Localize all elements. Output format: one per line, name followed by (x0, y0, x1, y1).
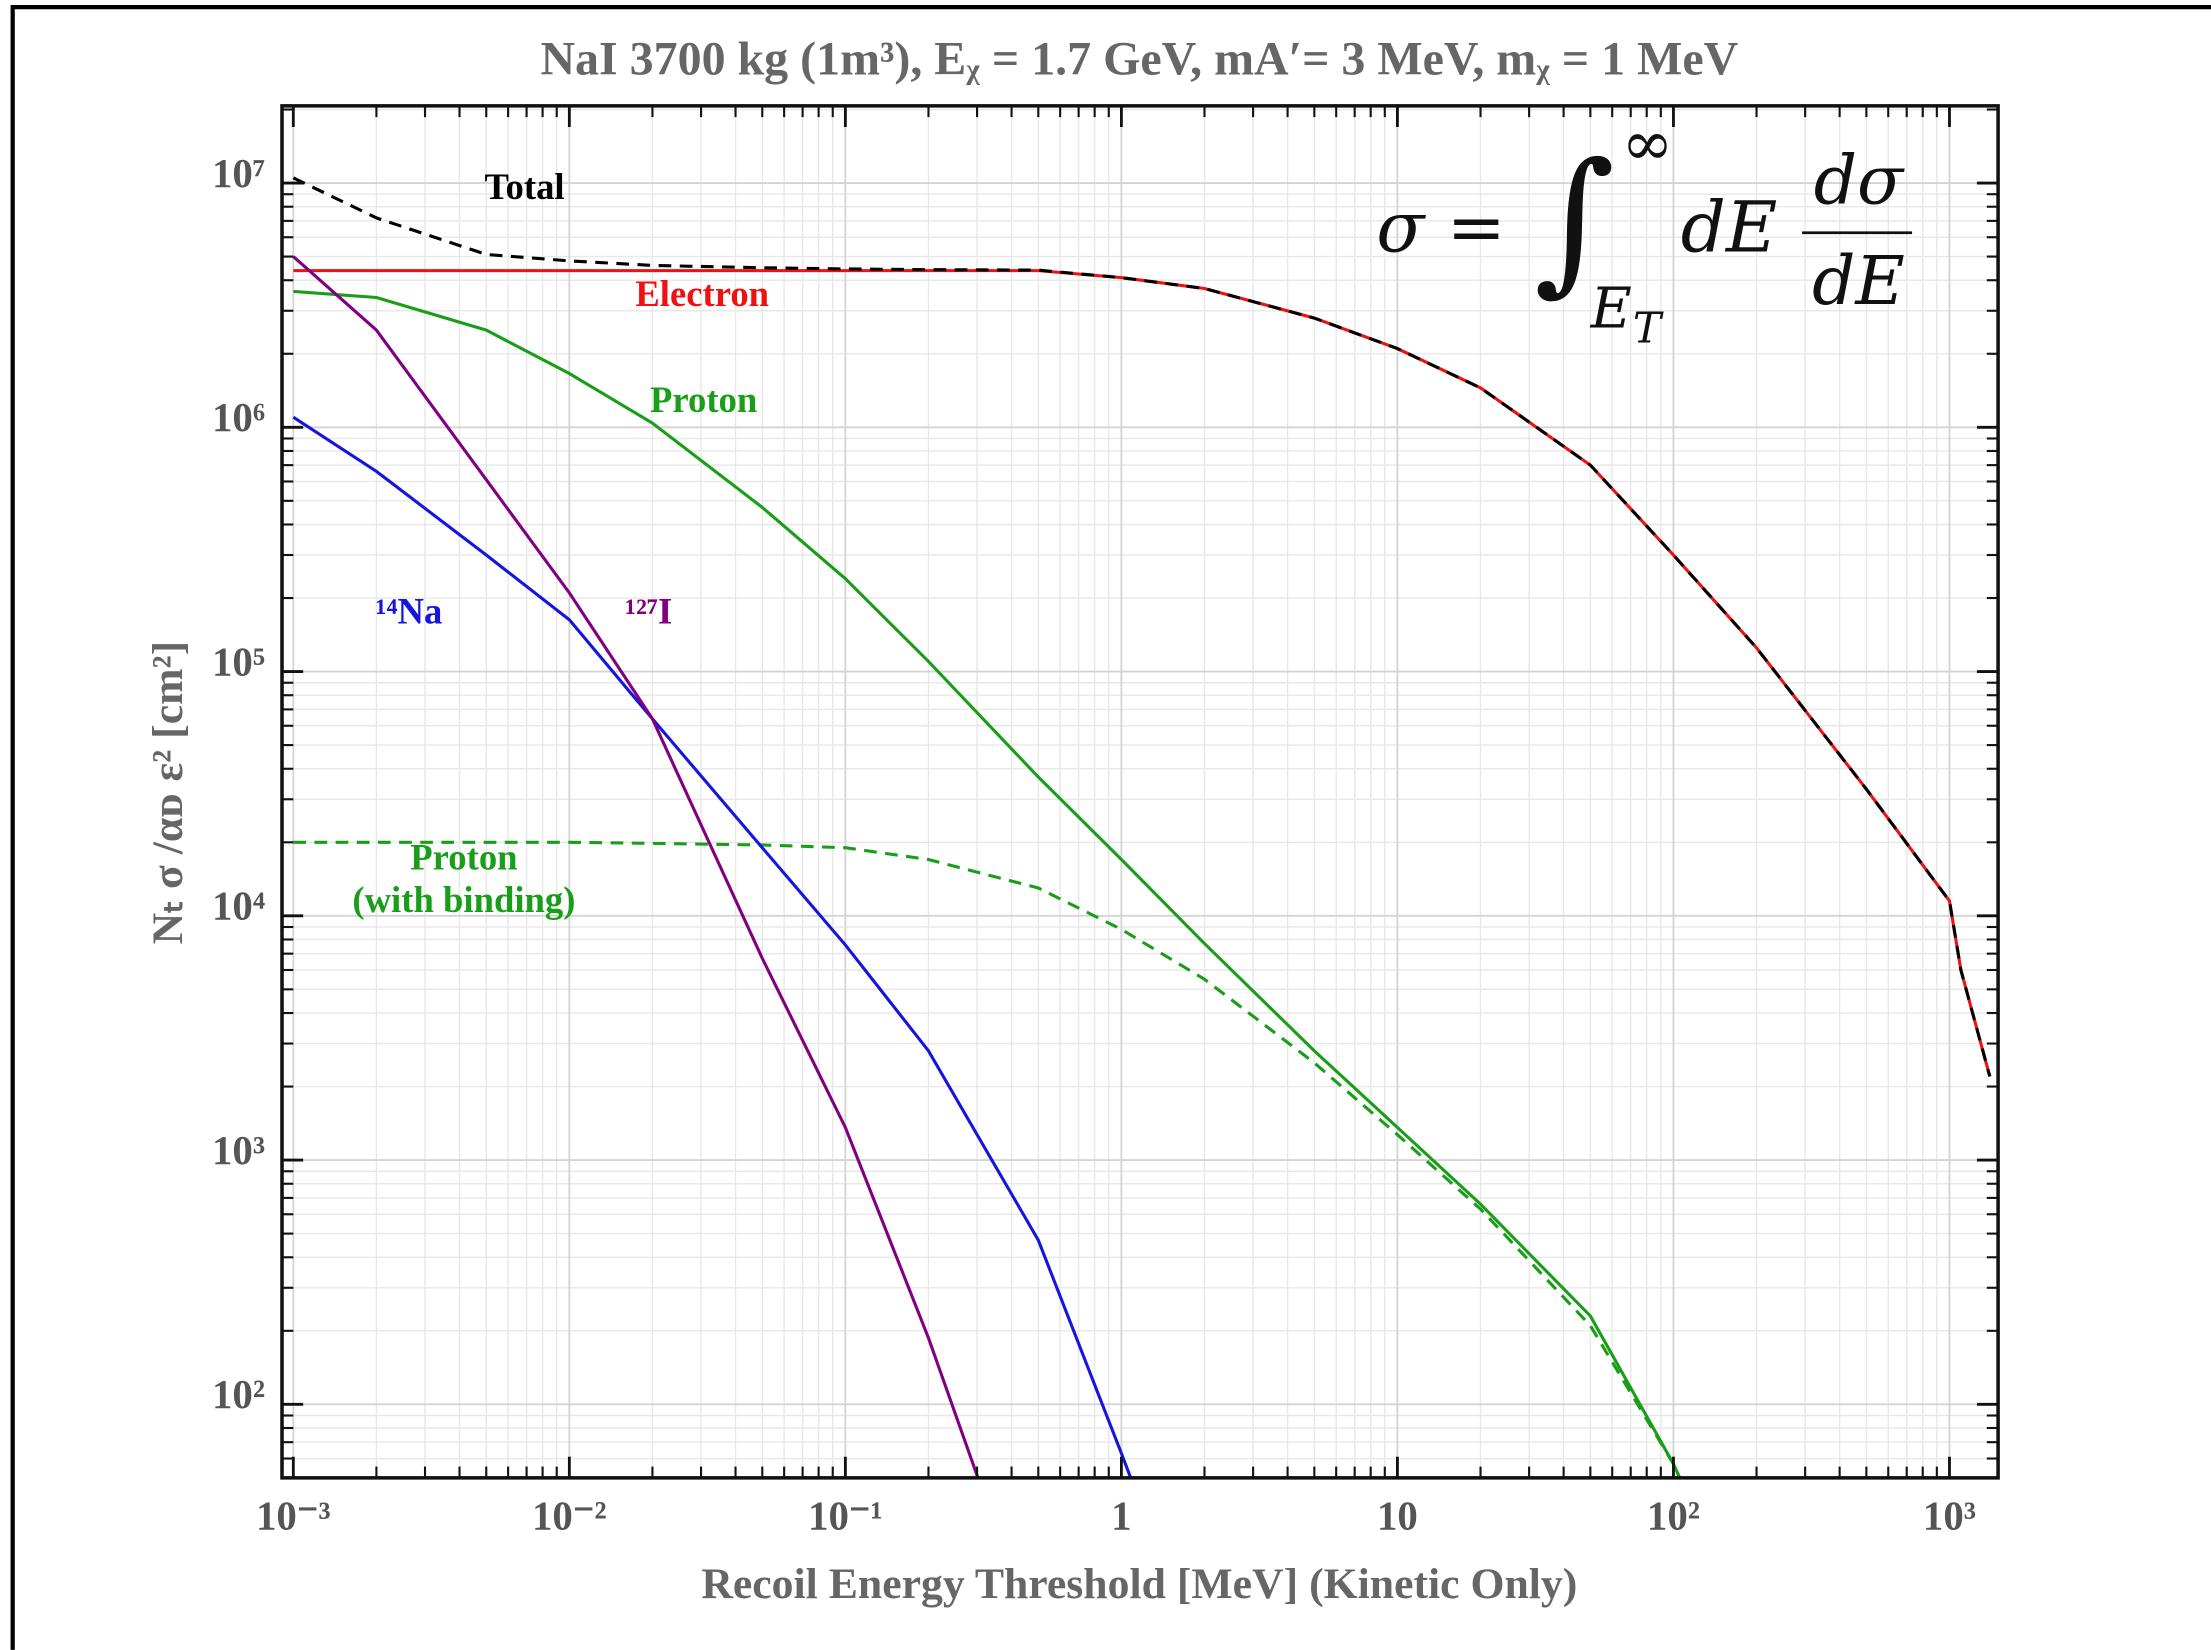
y-tick-label: 10⁵ (212, 639, 265, 684)
x-tick-label: 10⁻¹ (808, 1494, 883, 1539)
series-label: Proton (with binding) (352, 837, 575, 920)
formula-denominator: dE (1812, 241, 1905, 320)
chart-title: NaI 3700 kg (1m³), Eᵪ = 1.7 GeV, mA′= 3 … (540, 33, 1738, 86)
series-line (292, 176, 1992, 1077)
series-line (293, 289, 1682, 1478)
y-tick-label: 10⁷ (212, 151, 265, 196)
x-tick-label: 10³ (1923, 1494, 1976, 1539)
formula-lower: E (1590, 277, 1632, 342)
series-label: ¹²⁷I (625, 590, 672, 631)
y-tick-label: 10⁶ (212, 395, 265, 440)
plot-lines (292, 176, 1992, 1478)
formula-lhs: σ = (1376, 186, 1506, 268)
formula-lower-sub: T (1633, 303, 1664, 352)
y-tick-label: 10⁴ (212, 884, 265, 929)
formula-upper: ∞ (1622, 106, 1674, 179)
x-tick-label: 10⁻³ (256, 1494, 331, 1539)
series-line (293, 269, 1992, 1077)
label-line: (with binding) (352, 879, 575, 920)
x-tick-label: 1 (1111, 1494, 1131, 1539)
series-line (292, 255, 980, 1478)
series-label: Electron (635, 273, 769, 314)
plot-frame (280, 104, 2000, 1480)
series-line (293, 840, 1682, 1478)
formula-integral: ∫ (1534, 129, 1615, 310)
formula-mid: dE (1681, 186, 1778, 268)
series-label: Total (484, 166, 564, 207)
series-line (292, 415, 1133, 1478)
frame (10, 5, 2211, 1650)
x-tick-label: 10⁻² (532, 1494, 607, 1539)
x-tick-label: 10 (1377, 1494, 1418, 1539)
y-tick-label: 10² (212, 1372, 265, 1417)
label-line: Proton (410, 837, 517, 878)
series-label: ¹⁴Na (376, 590, 443, 631)
foreground: 10⁻³ 10⁻² 10⁻¹ 1 10 10² 10³ 10² 10³ 10⁴ 10⁵ 10⁶ 10⁷ E… (212, 105, 1999, 1539)
y-axis-label: Nₜ σ /αᴅ ε² [cm²] (144, 641, 192, 944)
series-label: Proton (650, 379, 757, 420)
formula-numerator: dσ (1814, 141, 1905, 220)
y-tick-label: 10³ (212, 1128, 265, 1173)
grid (282, 105, 1999, 1478)
x-axis-label: Recoil Energy Threshold [MeV] (Kinetic O… (701, 1560, 1577, 1608)
x-tick-label: 10² (1647, 1494, 1700, 1539)
